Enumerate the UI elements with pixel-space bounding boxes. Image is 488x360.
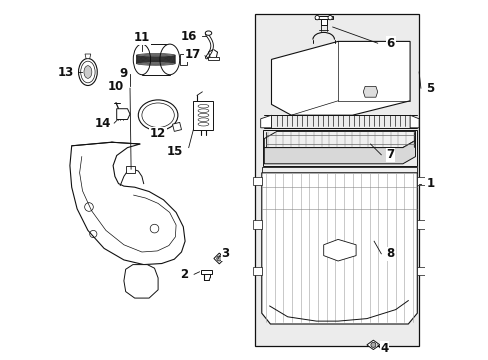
Polygon shape xyxy=(172,122,181,131)
Polygon shape xyxy=(264,140,415,164)
Text: 14: 14 xyxy=(94,117,110,130)
Ellipse shape xyxy=(84,66,92,78)
Polygon shape xyxy=(193,101,213,130)
Text: 3: 3 xyxy=(221,247,229,260)
Ellipse shape xyxy=(79,58,97,85)
Polygon shape xyxy=(207,57,218,60)
Ellipse shape xyxy=(133,44,150,75)
Text: 15: 15 xyxy=(166,145,183,158)
Ellipse shape xyxy=(160,44,179,75)
Polygon shape xyxy=(123,265,158,298)
Text: 9: 9 xyxy=(119,67,127,80)
Circle shape xyxy=(314,15,319,20)
Polygon shape xyxy=(271,41,409,115)
Text: 12: 12 xyxy=(150,127,166,140)
Bar xyxy=(255,14,418,346)
Ellipse shape xyxy=(138,100,178,130)
Text: 7: 7 xyxy=(386,148,394,161)
Polygon shape xyxy=(253,267,261,275)
Polygon shape xyxy=(416,177,425,185)
Text: 2: 2 xyxy=(180,268,188,281)
Text: 16: 16 xyxy=(180,30,197,42)
Text: 11: 11 xyxy=(134,31,150,44)
Polygon shape xyxy=(416,267,425,275)
Polygon shape xyxy=(180,54,187,65)
Ellipse shape xyxy=(142,103,174,127)
Polygon shape xyxy=(409,115,418,128)
Text: 5: 5 xyxy=(426,82,434,95)
Text: 13: 13 xyxy=(57,66,73,78)
Polygon shape xyxy=(416,220,425,229)
Polygon shape xyxy=(261,173,416,324)
Polygon shape xyxy=(366,340,379,350)
Text: 1: 1 xyxy=(426,177,433,190)
Polygon shape xyxy=(70,142,185,265)
Text: 8: 8 xyxy=(386,247,394,260)
Ellipse shape xyxy=(81,61,95,83)
Circle shape xyxy=(216,256,222,261)
Polygon shape xyxy=(213,253,224,264)
Text: 4: 4 xyxy=(380,342,388,355)
Polygon shape xyxy=(125,166,134,173)
Polygon shape xyxy=(320,19,326,25)
Polygon shape xyxy=(253,220,261,229)
Bar xyxy=(262,130,416,166)
Polygon shape xyxy=(201,270,212,274)
Text: 17: 17 xyxy=(184,48,201,61)
Text: 6: 6 xyxy=(386,37,394,50)
Polygon shape xyxy=(264,131,415,148)
Polygon shape xyxy=(323,239,355,261)
Polygon shape xyxy=(261,167,416,173)
Circle shape xyxy=(370,342,375,347)
Polygon shape xyxy=(117,109,130,120)
Polygon shape xyxy=(253,177,261,185)
Polygon shape xyxy=(363,86,377,97)
Polygon shape xyxy=(314,16,332,19)
Ellipse shape xyxy=(205,31,211,35)
Text: 10: 10 xyxy=(107,80,123,93)
Polygon shape xyxy=(85,54,91,59)
Polygon shape xyxy=(260,115,271,128)
Circle shape xyxy=(327,15,332,20)
